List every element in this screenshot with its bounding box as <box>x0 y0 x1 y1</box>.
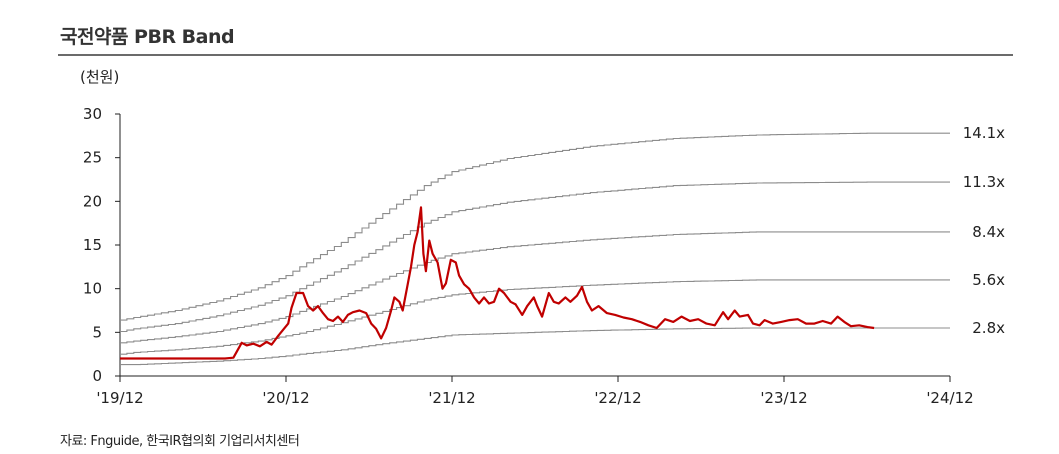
x-tick-label: '21/12 <box>428 389 475 407</box>
band-label-2.8x: 2.8x <box>972 319 1005 337</box>
band-line-14.1x <box>120 132 950 321</box>
source-note: 자료: Fnguide, 한국IR협의회 기업리서치센터 <box>60 434 300 449</box>
band-line-8.4x <box>120 231 950 344</box>
price-line <box>120 206 875 360</box>
price-series <box>120 206 875 360</box>
band-label-8.4x: 8.4x <box>972 223 1005 241</box>
x-tick-label: '20/12 <box>262 389 309 407</box>
x-tick-label: '19/12 <box>96 389 143 407</box>
y-tick-label: 25 <box>83 149 102 167</box>
y-tick-label: 10 <box>83 280 102 298</box>
band-line-11.3x <box>120 181 950 333</box>
x-tick-label: '22/12 <box>594 389 641 407</box>
chart-title: 국전약품 PBR Band <box>60 26 235 48</box>
y-tick-label: 30 <box>83 105 102 123</box>
band-lines <box>120 132 950 366</box>
band-label-14.1x: 14.1x <box>963 124 1005 142</box>
chart-axes: 0 5 10 15 20 25 30 '19/12 '20/12 '21/12 '22/12 '23/… <box>83 105 974 407</box>
y-tick-label: 20 <box>83 192 102 210</box>
y-tick-label: 5 <box>92 323 102 341</box>
x-tick-label: '23/12 <box>760 389 807 407</box>
band-label-11.3x: 11.3x <box>963 173 1005 191</box>
x-tick-label: '24/12 <box>926 389 973 407</box>
band-label-5.6x: 5.6x <box>972 271 1005 289</box>
y-tick-label: 0 <box>92 367 102 385</box>
band-line-2.8x <box>120 327 950 366</box>
y-axis-unit-label: (천원) <box>80 68 120 86</box>
y-tick-label: 15 <box>83 236 102 254</box>
title-divider <box>58 54 1013 56</box>
band-labels: 14.1x 11.3x 8.4x 5.6x 2.8x <box>963 124 1005 337</box>
